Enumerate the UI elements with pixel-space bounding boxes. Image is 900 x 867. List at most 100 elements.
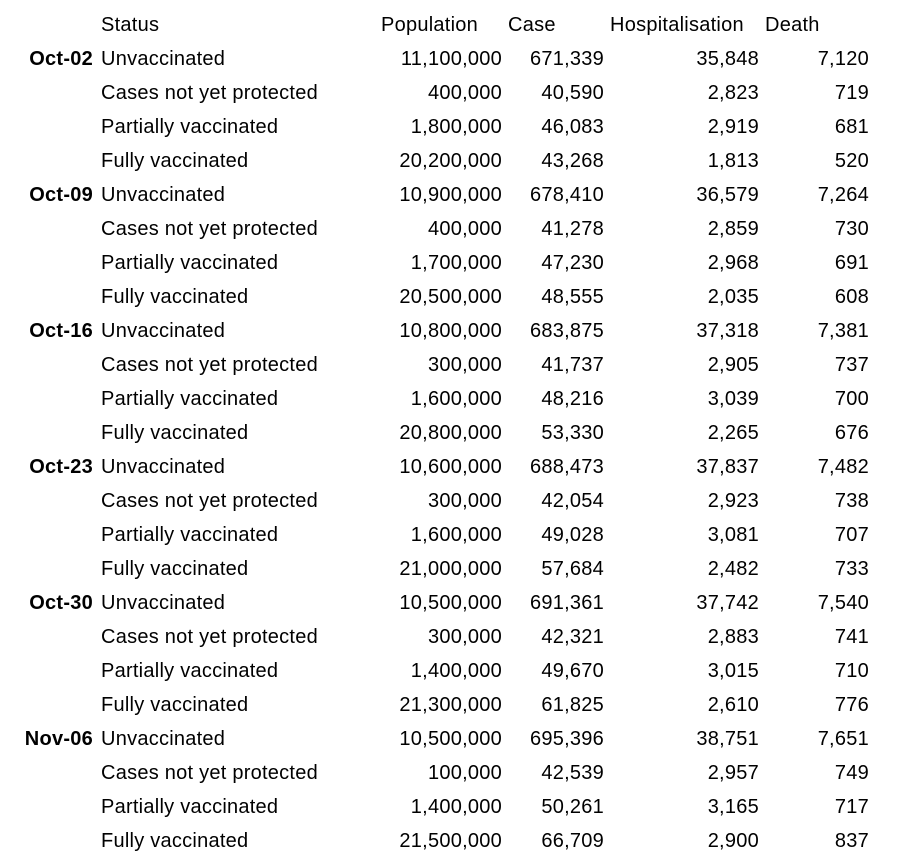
population-cell: 20,500,000: [399, 285, 502, 308]
table-header: Status Population Case Hospitalisation D…: [0, 8, 872, 42]
status-cell: Partially vaccinated: [101, 523, 279, 546]
hospitalisation-cell: 3,039: [707, 387, 759, 410]
death-cell: 7,264: [817, 183, 869, 206]
hospitalisation-cell: 3,165: [707, 795, 759, 818]
case-cell: 49,670: [541, 659, 604, 682]
population-cell: 1,600,000: [410, 387, 502, 410]
case-cell: 57,684: [541, 557, 604, 580]
table-row: Nov-06 Unvaccinated 10,500,000 695,396 3…: [0, 722, 872, 756]
status-cell: Cases not yet protected: [101, 625, 318, 648]
death-cell: 749: [834, 761, 869, 784]
population-cell: 400,000: [427, 81, 502, 104]
date-cell: [0, 688, 97, 722]
status-cell: Unvaccinated: [101, 47, 226, 70]
header-row: Status Population Case Hospitalisation D…: [0, 8, 872, 42]
population-cell: 10,500,000: [399, 591, 502, 614]
hospitalisation-cell: 3,015: [707, 659, 759, 682]
status-cell: Fully vaccinated: [101, 557, 249, 580]
case-cell: 42,054: [541, 489, 604, 512]
hospitalisation-cell: 2,265: [707, 421, 759, 444]
table-row: Oct-09 Unvaccinated 10,900,000 678,410 3…: [0, 178, 872, 212]
hospitalisation-cell: 2,035: [707, 285, 759, 308]
population-cell: 20,800,000: [399, 421, 502, 444]
case-cell: 678,410: [529, 183, 604, 206]
death-cell: 608: [834, 285, 869, 308]
hospitalisation-cell: 37,318: [696, 319, 759, 342]
date-cell: [0, 654, 97, 688]
death-cell: 7,120: [817, 47, 869, 70]
hospitalisation-cell: 2,968: [707, 251, 759, 274]
status-cell: Unvaccinated: [101, 591, 226, 614]
status-cell: Fully vaccinated: [101, 149, 249, 172]
table-row: Oct-16 Unvaccinated 10,800,000 683,875 3…: [0, 314, 872, 348]
table-row: Fully vaccinated 21,300,000 61,825 2,610…: [0, 688, 872, 722]
status-cell: Cases not yet protected: [101, 489, 318, 512]
table-row: Cases not yet protected 300,000 42,321 2…: [0, 620, 872, 654]
date-cell: [0, 484, 97, 518]
date-cell: [0, 76, 97, 110]
death-cell: 676: [834, 421, 869, 444]
status-cell: Unvaccinated: [101, 183, 226, 206]
hospitalisation-cell: 2,610: [707, 693, 759, 716]
date-cell: [0, 756, 97, 790]
population-cell: 400,000: [427, 217, 502, 240]
date-cell: [0, 552, 97, 586]
case-cell: 61,825: [541, 693, 604, 716]
case-cell: 41,278: [541, 217, 604, 240]
case-cell: 40,590: [541, 81, 604, 104]
population-cell: 300,000: [427, 625, 502, 648]
hospitalisation-cell: 37,837: [696, 455, 759, 478]
death-cell: 520: [834, 149, 869, 172]
table-row: Cases not yet protected 100,000 42,539 2…: [0, 756, 872, 790]
case-cell: 53,330: [541, 421, 604, 444]
date-cell: Oct-02: [29, 47, 93, 70]
population-cell: 1,400,000: [410, 659, 502, 682]
death-cell: 707: [834, 523, 869, 546]
table-body: Oct-02 Unvaccinated 11,100,000 671,339 3…: [0, 42, 872, 858]
population-cell: 21,000,000: [399, 557, 502, 580]
population-cell: 1,400,000: [410, 795, 502, 818]
date-cell: [0, 620, 97, 654]
status-cell: Partially vaccinated: [101, 795, 279, 818]
status-cell: Unvaccinated: [101, 319, 226, 342]
status-cell: Unvaccinated: [101, 455, 226, 478]
table-row: Partially vaccinated 1,800,000 46,083 2,…: [0, 110, 872, 144]
status-cell: Partially vaccinated: [101, 387, 279, 410]
death-cell: 7,482: [817, 455, 869, 478]
death-cell: 719: [834, 81, 869, 104]
date-cell: [0, 280, 97, 314]
table-row: Partially vaccinated 1,400,000 49,670 3,…: [0, 654, 872, 688]
hospitalisation-cell: 3,081: [707, 523, 759, 546]
case-cell: 695,396: [529, 727, 604, 750]
case-cell: 42,321: [541, 625, 604, 648]
death-cell: 741: [834, 625, 869, 648]
hospitalisation-cell: 2,919: [707, 115, 759, 138]
population-cell: 100,000: [427, 761, 502, 784]
table-row: Partially vaccinated 1,700,000 47,230 2,…: [0, 246, 872, 280]
date-cell: [0, 246, 97, 280]
population-cell: 1,600,000: [410, 523, 502, 546]
status-cell: Cases not yet protected: [101, 353, 318, 376]
hospitalisation-cell: 2,482: [707, 557, 759, 580]
population-cell: 1,700,000: [410, 251, 502, 274]
status-cell: Fully vaccinated: [101, 285, 249, 308]
population-cell: 300,000: [427, 353, 502, 376]
date-cell: [0, 518, 97, 552]
population-cell: 300,000: [427, 489, 502, 512]
hospitalisation-cell: 2,905: [707, 353, 759, 376]
date-cell: [0, 348, 97, 382]
table-row: Fully vaccinated 20,200,000 43,268 1,813…: [0, 144, 872, 178]
case-cell: 48,216: [541, 387, 604, 410]
header-death: Death: [765, 13, 820, 36]
table-row: Oct-23 Unvaccinated 10,600,000 688,473 3…: [0, 450, 872, 484]
hospitalisation-cell: 1,813: [707, 149, 759, 172]
date-cell: Oct-30: [29, 591, 93, 614]
death-cell: 700: [834, 387, 869, 410]
status-cell: Fully vaccinated: [101, 421, 249, 444]
death-cell: 691: [834, 251, 869, 274]
status-cell: Cases not yet protected: [101, 217, 318, 240]
table-row: Fully vaccinated 20,500,000 48,555 2,035…: [0, 280, 872, 314]
status-cell: Partially vaccinated: [101, 115, 279, 138]
table-row: Fully vaccinated 21,500,000 66,709 2,900…: [0, 824, 872, 858]
population-cell: 1,800,000: [410, 115, 502, 138]
